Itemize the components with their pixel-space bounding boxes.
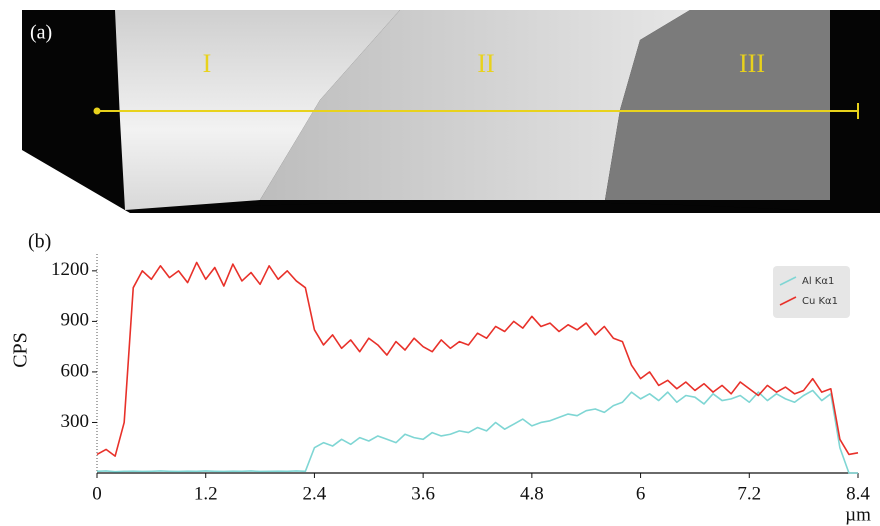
legend-label: Cu Kα1 [802,296,838,307]
region-label: III [739,49,765,78]
x-axis-label: µm [845,504,871,525]
y-tick-label: 1200 [51,259,89,280]
series-line [96,389,858,474]
corner-cut [22,10,130,213]
region-ii [260,10,690,200]
region-label: II [477,49,494,78]
series-line [96,261,859,457]
scan-start [93,107,101,115]
legend-swatch [779,276,797,286]
legend-label: Al Kα1 [802,276,834,287]
x-tick-label: 2.4 [303,483,327,504]
y-axis-label: CPS [10,332,32,368]
x-tick-label: 1.2 [194,483,218,504]
x-tick-label: 8.4 [846,483,870,504]
region-label: I [203,49,212,78]
x-tick-label: 4.8 [520,483,544,504]
y-tick-label: 300 [61,411,90,432]
panel-label: (b) [28,231,51,253]
bottom-edge [110,201,850,213]
region-iii [605,10,830,200]
legend-swatch [779,296,797,306]
x-tick-label: 6 [636,483,646,504]
panel-label: (a) [30,22,52,44]
y-tick-label: 900 [61,310,90,331]
y-tick-label: 600 [61,360,90,381]
micrograph: (a) I II III [22,10,880,213]
plot: 300 600 900 1200 0 1.2 2.4 3.6 4.8 6 7.2 8.4 Al Kα1 C… [51,254,870,504]
x-tick-label: 3.6 [411,483,435,504]
legend-box [773,266,850,318]
x-tick-label: 0 [92,483,102,504]
x-tick-label: 7.2 [737,483,761,504]
